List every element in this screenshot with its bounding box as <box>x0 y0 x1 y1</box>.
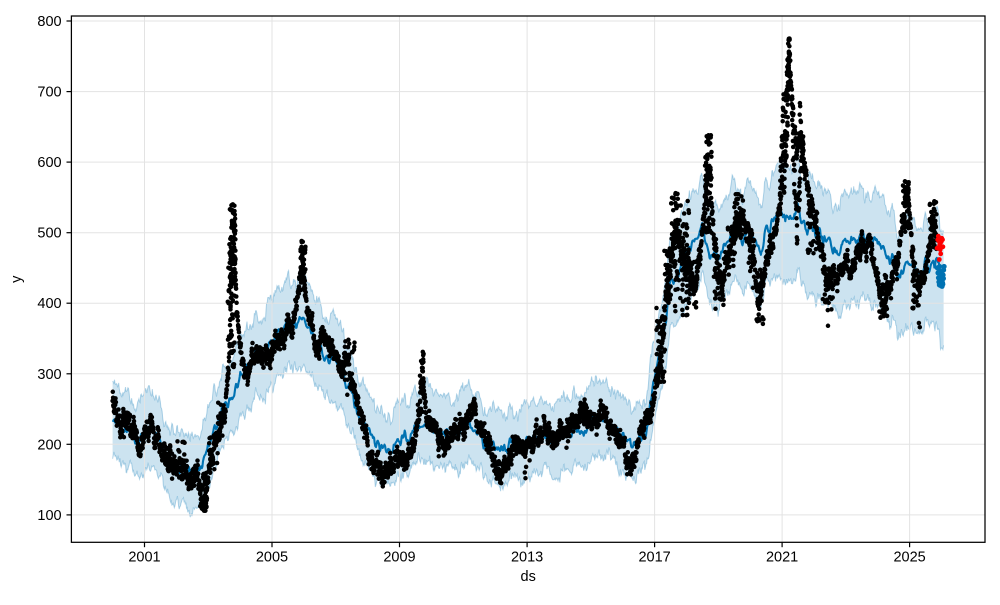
svg-text:2025: 2025 <box>893 550 925 566</box>
svg-text:2017: 2017 <box>638 550 670 566</box>
svg-text:2005: 2005 <box>256 550 288 566</box>
svg-text:500: 500 <box>37 226 61 242</box>
svg-text:2021: 2021 <box>766 550 798 566</box>
svg-text:400: 400 <box>37 296 61 312</box>
svg-text:700: 700 <box>37 85 61 101</box>
svg-text:y: y <box>9 275 25 283</box>
svg-text:2013: 2013 <box>511 550 543 566</box>
svg-text:100: 100 <box>37 508 61 524</box>
svg-text:200: 200 <box>37 437 61 453</box>
svg-text:800: 800 <box>37 14 61 30</box>
svg-text:600: 600 <box>37 155 61 171</box>
svg-text:300: 300 <box>37 367 61 383</box>
svg-text:ds: ds <box>521 569 536 585</box>
svg-text:2001: 2001 <box>128 550 160 566</box>
svg-text:2009: 2009 <box>383 550 415 566</box>
